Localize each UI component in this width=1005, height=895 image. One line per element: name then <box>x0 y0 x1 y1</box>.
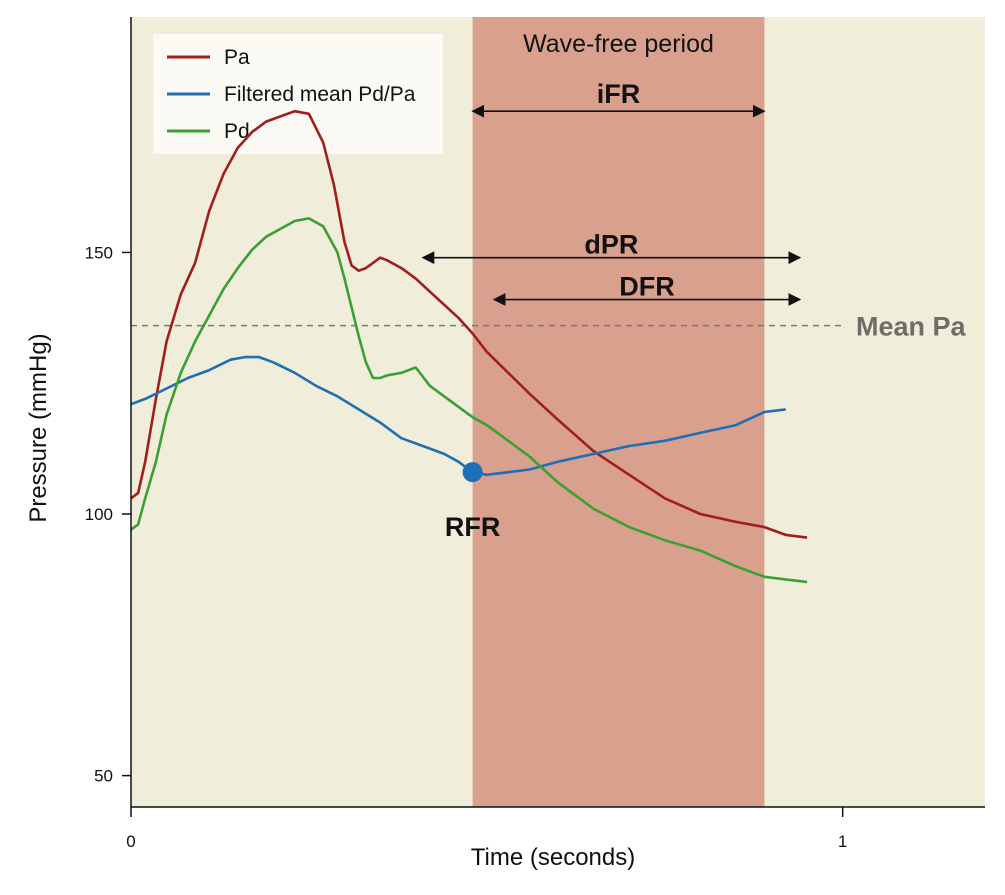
legend: Pa Filtered mean Pd/Pa Pd <box>153 34 443 154</box>
pd-line <box>130 217 808 584</box>
y-axis-title: Pressure (mmHg) <box>25 333 52 522</box>
y-tick-label: 200 <box>85 0 113 1</box>
y-tick-label: 150 <box>85 243 113 262</box>
ifr-label: iFR <box>597 79 641 109</box>
y-tick-label: 100 <box>85 505 113 524</box>
dfr-label: DFR <box>619 272 675 302</box>
pa-line <box>130 109 808 539</box>
wave-free-period-label: Wave-free period <box>523 30 714 58</box>
dpr-label: dPR <box>584 230 638 260</box>
rfr-label: RFR <box>445 512 501 542</box>
rfr-point <box>462 462 483 483</box>
legend-label-filtered-mean: Filtered mean Pd/Pa <box>224 83 416 106</box>
filtered-mean-pd-pa-line <box>130 355 786 477</box>
x-tick-label: 1 <box>838 832 847 851</box>
series-group <box>130 109 808 584</box>
mean-pa-label: Mean Pa <box>856 312 967 342</box>
legend-label-pd: Pd <box>224 120 250 143</box>
wave-free-band <box>472 17 765 807</box>
legend-label-pa: Pa <box>224 46 250 69</box>
y-tick-label: 50 <box>94 767 113 786</box>
x-tick-label: 0 <box>126 832 135 851</box>
x-axis-title: Time (seconds) <box>471 844 635 871</box>
y-ticks: 50 100 150 200 <box>85 0 131 786</box>
